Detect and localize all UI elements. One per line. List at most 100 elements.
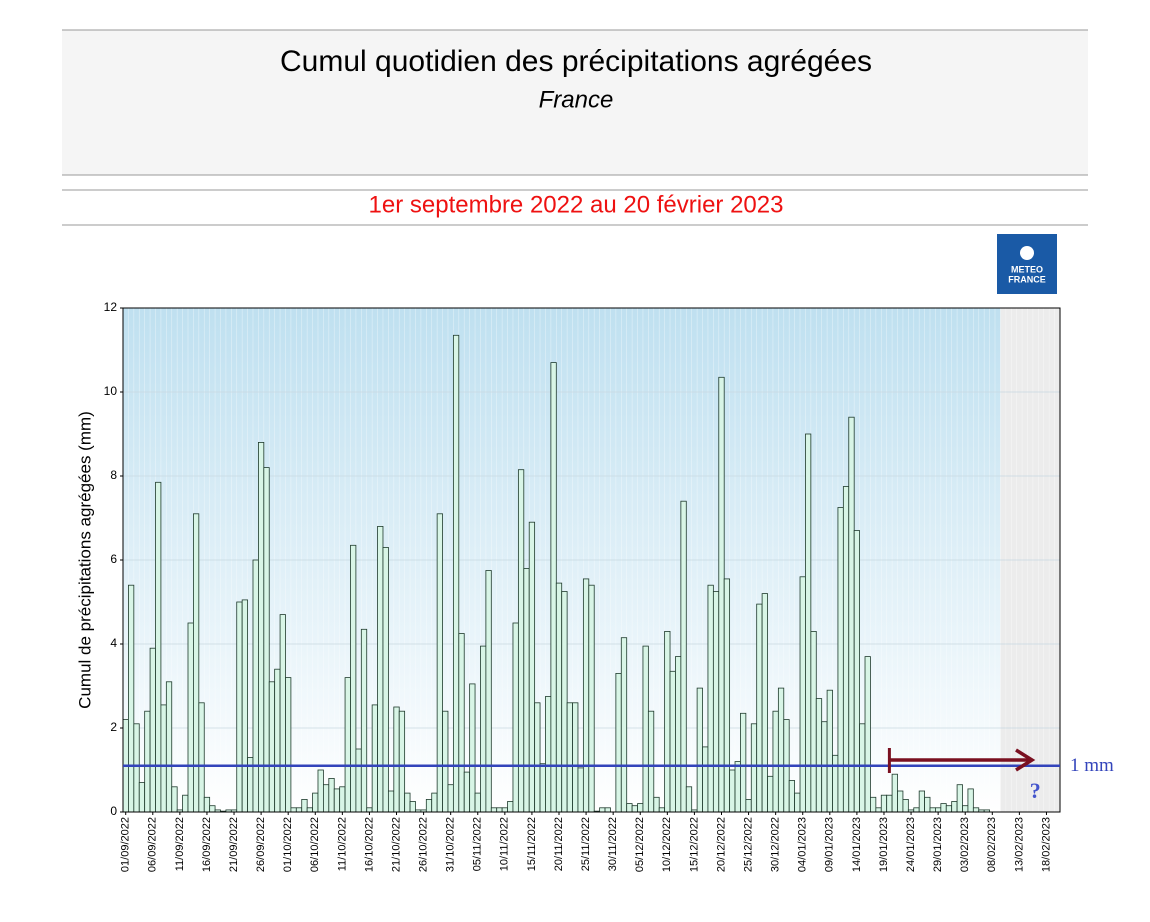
bar [675,656,682,813]
x-tick-label: 30/11/2022 [607,817,619,871]
bar [718,376,725,813]
x-tick-label: 13/02/2023 [1013,817,1025,872]
x-tick-label: 25/12/2022 [742,817,754,872]
bar [138,782,146,813]
header-box [62,30,1088,175]
y-tick-label: 10 [104,384,118,398]
x-tick-label: 04/01/2023 [797,817,809,872]
bar [761,593,768,813]
y-tick-label: 8 [110,468,117,482]
bar [534,702,541,813]
x-tick-label: 05/11/2022 [472,817,484,871]
x-tick-label: 01/09/2022 [120,817,132,872]
x-tick-label: 26/09/2022 [255,817,267,872]
bar [187,622,194,813]
bar [268,681,276,813]
bar [285,677,292,813]
bar [274,668,281,813]
bar [241,599,248,813]
bar [620,637,628,813]
bar [935,807,942,813]
bar [490,807,498,813]
bar [263,467,270,813]
x-tick-label: 30/12/2022 [770,817,782,872]
bar [734,761,741,813]
bar [929,807,936,813]
bar [295,807,303,813]
bar [431,792,438,813]
x-tick-label: 10/11/2022 [499,817,511,871]
bar [344,677,351,813]
x-tick-label: 05/12/2022 [634,817,646,872]
bar [377,526,384,813]
bar [155,481,162,813]
bar [702,746,709,813]
bar [355,748,362,813]
bar [848,416,855,813]
bar [924,796,931,813]
x-tick-label: 01/10/2022 [282,817,294,872]
bar [891,773,898,813]
x-tick-label: 21/10/2022 [390,817,402,872]
bar [740,712,747,813]
bar [566,702,573,813]
bar [913,807,920,813]
bar [398,710,406,813]
x-tick-label: 06/10/2022 [309,817,321,872]
y-tick-label: 0 [110,804,117,818]
logo [997,234,1057,294]
bar [880,794,888,813]
x-tick-label: 16/10/2022 [363,817,375,872]
x-tick-label: 14/01/2023 [851,817,863,872]
bar [707,584,714,813]
bar [366,807,373,813]
bar [545,696,552,813]
bar [723,578,731,813]
bar [767,775,774,813]
bar [193,513,200,813]
bar [886,794,893,813]
x-tick-label: 09/01/2023 [824,817,836,872]
x-tick-label: 31/10/2022 [445,817,457,872]
period: 1er septembre 2022 au 20 février 2023 [369,191,784,218]
bar [360,628,368,813]
bar [469,683,476,813]
bar [133,723,140,813]
bar [669,670,676,813]
bar [875,807,882,813]
x-tick-label: 03/02/2023 [959,817,971,872]
bar [967,788,974,813]
y-tick-label: 4 [110,636,117,650]
bar [258,441,265,813]
bar [333,788,341,813]
bar [171,786,178,813]
y-axis-label: Cumul de précipitations agrégées (mm) [75,411,94,709]
bar [951,801,958,813]
x-tick-label: 19/01/2023 [878,817,890,872]
x-tick-label: 06/09/2022 [147,817,159,872]
bar [658,807,666,813]
x-tick-label: 16/09/2022 [201,817,213,872]
bar [631,805,638,813]
bar [561,591,568,813]
bar [371,704,378,813]
bar [301,799,308,813]
y-tick-label: 2 [110,720,117,734]
bar [252,559,259,813]
bar [902,799,909,813]
x-tick-label: 24/01/2023 [905,817,917,872]
bar [512,622,519,813]
bar [203,796,211,813]
bar [972,807,980,813]
logo-text: METEO [1011,264,1043,274]
unknown-marker: ? [1030,778,1041,803]
bar [144,710,151,813]
logo-text: FRANCE [1008,274,1046,284]
bar [517,469,525,813]
y-tick-label: 12 [104,300,118,314]
bar [712,591,720,813]
bar [436,513,443,813]
bar [198,702,205,813]
bar [918,790,925,813]
